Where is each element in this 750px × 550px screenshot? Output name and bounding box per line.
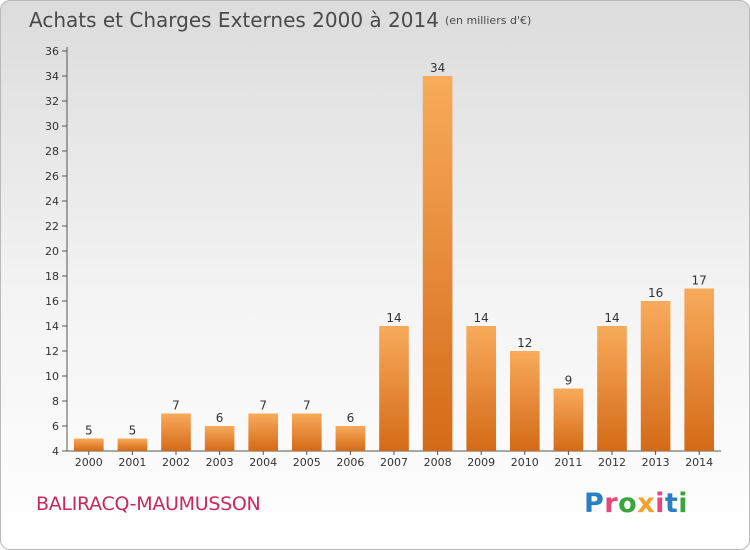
x-tick-label-2001: 2001 bbox=[118, 456, 146, 469]
bar-2010 bbox=[509, 351, 540, 451]
bar-2001 bbox=[117, 438, 148, 451]
x-tick-label-2014: 2014 bbox=[685, 456, 713, 469]
x-tick-label-2002: 2002 bbox=[162, 456, 190, 469]
y-tick-label: 12 bbox=[45, 345, 59, 358]
y-tick-label: 34 bbox=[45, 70, 59, 83]
proxiti-logo-letter: i bbox=[655, 488, 665, 519]
value-label-2007: 14 bbox=[386, 311, 401, 325]
y-tick-label: 6 bbox=[52, 420, 59, 433]
bar-2005 bbox=[291, 413, 322, 451]
proxiti-logo-letter: P bbox=[584, 488, 605, 519]
proxiti-logo[interactable]: Proxiti bbox=[584, 488, 688, 519]
y-tick-label: 28 bbox=[45, 145, 59, 158]
y-tick-label: 18 bbox=[45, 270, 59, 283]
y-tick-label: 32 bbox=[45, 95, 59, 108]
y-tick-label: 16 bbox=[45, 295, 59, 308]
chart-title: Achats et Charges Externes 2000 à 2014 (e… bbox=[29, 8, 531, 32]
proxiti-logo-letter: x bbox=[637, 488, 656, 519]
bar-2011 bbox=[553, 388, 584, 451]
value-label-2010: 12 bbox=[517, 336, 532, 350]
chart-title-unit: (en milliers d'€) bbox=[444, 14, 532, 27]
proxiti-logo-letter: o bbox=[618, 488, 638, 519]
value-label-2014: 17 bbox=[692, 274, 707, 288]
value-label-2001: 5 bbox=[129, 424, 137, 438]
bar-2004 bbox=[248, 413, 279, 451]
commune-name: BALIRACQ-MAUMUSSON bbox=[36, 493, 261, 515]
proxiti-logo-letter: t bbox=[664, 488, 679, 519]
bar-2003 bbox=[204, 426, 235, 451]
x-tick-label-2005: 2005 bbox=[293, 456, 321, 469]
bar-2013 bbox=[640, 301, 671, 451]
y-tick-label: 36 bbox=[45, 45, 59, 58]
value-label-2004: 7 bbox=[259, 399, 267, 413]
x-tick-label-2010: 2010 bbox=[511, 456, 539, 469]
y-tick-label: 4 bbox=[52, 445, 59, 458]
bar-2002 bbox=[161, 413, 191, 451]
x-tick-label-2009: 2009 bbox=[467, 456, 495, 469]
x-tick-label-2004: 2004 bbox=[249, 456, 277, 469]
x-tick-label-2012: 2012 bbox=[598, 456, 626, 469]
proxiti-logo-letter: i bbox=[678, 488, 689, 519]
bars: 5 5 7 6 7 7 6 14 34 14 12 9 14 16 17 bbox=[73, 61, 715, 451]
y-axis: 4 6 8 10 12 14 16 18 20 22 24 26 28 30 32 34 36 bbox=[45, 45, 68, 458]
x-tick-label-2006: 2006 bbox=[336, 456, 364, 469]
x-tick-label-2011: 2011 bbox=[554, 456, 582, 469]
x-axis: 2000 2001 2002 2003 2004 2005 2006 2007 2008 2009… bbox=[67, 450, 721, 469]
y-tick-label: 22 bbox=[45, 220, 59, 233]
bar-2006 bbox=[335, 426, 366, 451]
bar-2014 bbox=[684, 288, 715, 451]
x-tick-label-2013: 2013 bbox=[642, 456, 670, 469]
y-tick-label: 8 bbox=[52, 395, 59, 408]
y-tick-label: 10 bbox=[45, 370, 59, 383]
y-tick-label: 30 bbox=[45, 120, 59, 133]
bar-2009 bbox=[466, 326, 497, 451]
value-label-2013: 16 bbox=[648, 286, 663, 300]
value-label-2012: 14 bbox=[604, 311, 619, 325]
value-label-2000: 5 bbox=[85, 424, 93, 438]
bar-2008 bbox=[422, 76, 453, 451]
value-label-2011: 9 bbox=[565, 374, 573, 388]
x-tick-label-2000: 2000 bbox=[75, 456, 103, 469]
bar-2007 bbox=[379, 326, 409, 451]
proxiti-logo-letter: r bbox=[604, 488, 619, 519]
value-label-2003: 6 bbox=[216, 411, 224, 425]
y-tick-label: 26 bbox=[45, 170, 59, 183]
y-tick-label: 14 bbox=[45, 320, 59, 333]
value-label-2002: 7 bbox=[172, 399, 180, 413]
x-tick-label-2007: 2007 bbox=[380, 456, 408, 469]
bar-2000 bbox=[73, 438, 104, 451]
x-tick-label-2008: 2008 bbox=[424, 456, 452, 469]
chart-title-main: Achats et Charges Externes 2000 à 2014 bbox=[29, 8, 439, 32]
x-tick-label-2003: 2003 bbox=[206, 456, 234, 469]
y-tick-label: 20 bbox=[45, 245, 59, 258]
value-label-2009: 14 bbox=[474, 311, 489, 325]
y-tick-label: 24 bbox=[45, 195, 59, 208]
value-label-2008: 34 bbox=[430, 61, 445, 75]
value-label-2005: 7 bbox=[303, 399, 311, 413]
bar-2012 bbox=[597, 326, 627, 451]
value-label-2006: 6 bbox=[347, 411, 355, 425]
